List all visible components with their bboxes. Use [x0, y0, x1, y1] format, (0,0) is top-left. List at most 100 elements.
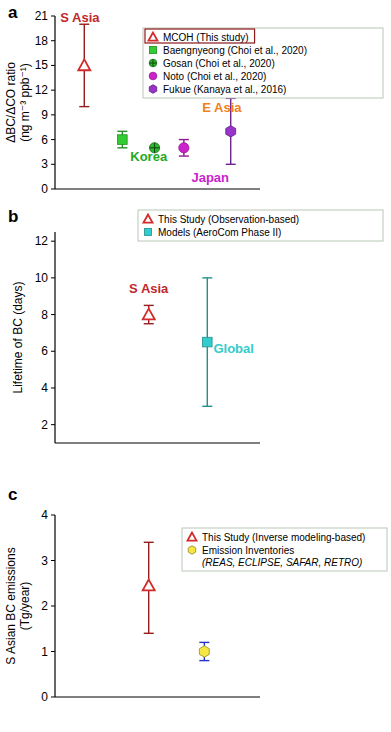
y-tick [51, 277, 55, 278]
y-tick [51, 16, 55, 17]
legend-label-line: (REAS, ECLIPSE, SAFAR, RETRO) [202, 557, 362, 568]
error-bar [144, 305, 154, 323]
error-cap [79, 106, 89, 107]
error-bar [79, 24, 89, 106]
error-cap [202, 277, 212, 278]
panel: c01234S Asian BC emissions(Tg/year)This … [4, 485, 387, 704]
y-tick-label: 15 [35, 58, 49, 72]
point [143, 309, 155, 320]
y-axis-label: (Tg/year) [18, 582, 32, 631]
y-axis-label: S Asian BC emissions [4, 547, 18, 664]
annotation: Korea [130, 149, 168, 164]
error-cap [202, 406, 212, 407]
panel: b24681012Lifetime of BC (days)S AsiaGlob… [8, 207, 383, 443]
legend-label: Emission Inventories(REAS, ECLIPSE, SAFA… [202, 545, 362, 568]
error-cap [199, 660, 209, 661]
error-bar [179, 140, 189, 156]
error-cap [144, 633, 154, 634]
y-tick [51, 114, 55, 115]
panel-title: b [8, 207, 18, 226]
legend-marker [188, 546, 195, 555]
legend-frame [143, 28, 383, 98]
y-tick [51, 65, 55, 66]
point [118, 135, 128, 145]
y-tick-label: 3 [41, 157, 48, 171]
error-cap [179, 155, 189, 156]
y-tick-label: 21 [35, 9, 49, 23]
legend-label: This Study (Observation-based) [158, 214, 299, 225]
point [202, 337, 212, 347]
y-tick-label: 2 [41, 418, 48, 432]
legend-label: This Study (Inverse modeling-based) [202, 532, 365, 543]
error-cap [117, 147, 127, 148]
annotation: Japan [191, 170, 229, 185]
y-tick-label: 6 [41, 344, 48, 358]
error-cap [179, 139, 189, 140]
legend-marker [149, 85, 156, 94]
legend: This Study (Inverse modeling-based) Emiss… [182, 528, 387, 571]
legend-label: Baengnyeong (Choi et al., 2020) [163, 45, 307, 56]
y-axis [54, 232, 55, 443]
panel-title: c [8, 485, 17, 504]
plot-area [143, 278, 213, 406]
y-tick-label: 0 [41, 182, 48, 196]
error-cap [144, 305, 154, 306]
legend-marker [149, 72, 157, 80]
y-tick-label: 6 [41, 133, 48, 147]
y-tick-label: 8 [41, 308, 48, 322]
y-tick [51, 351, 55, 352]
error-bar [117, 131, 127, 147]
y-tick [51, 241, 55, 242]
legend-marker [188, 533, 197, 541]
y-tick-label: 12 [35, 234, 49, 248]
y-tick [51, 40, 55, 41]
error-cap [226, 164, 236, 165]
y-axis-label: Lifetime of BC (days) [11, 281, 25, 393]
y-tick [51, 515, 55, 516]
legend-label: Gosan (Choi et al., 2020) [163, 58, 275, 69]
legend-label: Models (AeroCom Phase II) [158, 227, 281, 238]
legend-marker [144, 215, 153, 223]
y-tick [51, 139, 55, 140]
error-cap [144, 542, 154, 543]
legend-marker [144, 228, 151, 235]
panel: a036912151821ΔBC/ΔCO ratio(ng m⁻³ ppb⁻¹)… [4, 3, 383, 196]
y-tick [51, 314, 55, 315]
annotation: E Asia [202, 100, 242, 115]
y-tick [51, 560, 55, 561]
legend-marker [149, 33, 158, 41]
y-tick-label: 12 [35, 83, 49, 97]
point [143, 580, 155, 591]
figure: a036912151821ΔBC/ΔCO ratio(ng m⁻³ ppb⁻¹)… [0, 0, 391, 732]
marker-body [149, 59, 157, 67]
y-tick-label: 3 [41, 554, 48, 568]
y-tick [51, 651, 55, 652]
y-tick [51, 189, 55, 190]
point [179, 143, 189, 153]
error-bar [199, 642, 209, 660]
y-tick-label: 1 [41, 645, 48, 659]
error-cap [199, 642, 209, 643]
y-axis-label: (ng m⁻³ ppb⁻¹) [18, 63, 32, 142]
legend-frame [182, 528, 387, 571]
y-tick [51, 387, 55, 388]
error-cap [117, 131, 127, 132]
y-axis [54, 16, 55, 189]
legend-label: Fukue (Kanaya et al., 2016) [163, 84, 286, 95]
annotation: S Asia [129, 281, 169, 296]
y-tick [51, 90, 55, 91]
legend-frame [138, 210, 383, 241]
legend-label: MCOH (This study) [163, 32, 249, 43]
legend: This Study (Observation-based) Models (Ae… [138, 210, 383, 241]
x-axis [55, 442, 260, 443]
legend: MCOH (This study) Baengnyeong (Choi et al… [143, 28, 383, 98]
point [199, 646, 209, 657]
y-tick-label: 18 [35, 34, 49, 48]
y-tick-label: 9 [41, 108, 48, 122]
marker-cross [153, 59, 154, 67]
y-tick [51, 697, 55, 698]
y-tick [51, 424, 55, 425]
y-tick [51, 164, 55, 165]
legend-label: Noto (Choi et al., 2020) [163, 71, 266, 82]
error-cap [144, 323, 154, 324]
